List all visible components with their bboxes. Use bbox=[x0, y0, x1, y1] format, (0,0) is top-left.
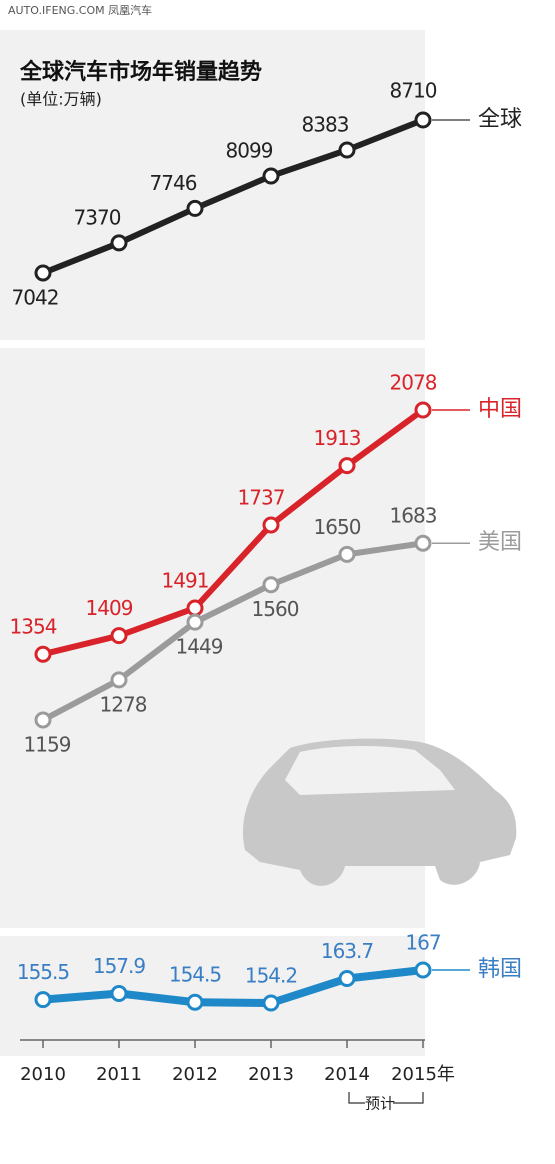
x-tick-label: 2013 bbox=[248, 1064, 294, 1085]
data-label: 1491 bbox=[162, 569, 209, 593]
series-line bbox=[42, 407, 425, 658]
data-label: 1159 bbox=[24, 733, 71, 757]
data-label: 1354 bbox=[10, 615, 57, 639]
source: AUTO.IFENG.COM 凤凰汽车 bbox=[8, 3, 152, 17]
x-tick-label: 2010 bbox=[20, 1064, 66, 1085]
data-point bbox=[262, 167, 280, 185]
data-point bbox=[110, 627, 128, 645]
data-point bbox=[338, 545, 356, 563]
series-line bbox=[42, 966, 424, 1007]
data-point bbox=[338, 970, 356, 988]
data-point bbox=[262, 516, 280, 534]
data-label: 163.7 bbox=[321, 939, 374, 963]
data-label: 1278 bbox=[100, 692, 147, 716]
legend-label: 韩国 bbox=[478, 957, 522, 982]
data-label: 1560 bbox=[252, 597, 299, 621]
x-tick-label: 2012 bbox=[172, 1064, 218, 1085]
data-point bbox=[186, 199, 204, 217]
data-point bbox=[414, 961, 432, 979]
data-label: 1650 bbox=[314, 515, 361, 539]
data-point bbox=[338, 141, 356, 159]
data-point bbox=[262, 994, 280, 1012]
data-point bbox=[110, 671, 128, 689]
data-label: 1683 bbox=[390, 504, 437, 528]
chart-subtitle: (单位:万辆) bbox=[20, 90, 102, 109]
series-line bbox=[41, 540, 424, 723]
data-point bbox=[34, 264, 52, 282]
data-point bbox=[414, 534, 432, 552]
data-label: 8710 bbox=[390, 79, 437, 103]
data-label: 8383 bbox=[302, 112, 349, 136]
data-label: 2078 bbox=[390, 371, 437, 395]
data-point bbox=[110, 984, 128, 1002]
data-label: 1737 bbox=[238, 486, 285, 510]
data-label: 7042 bbox=[12, 286, 59, 310]
data-label: 155.5 bbox=[17, 960, 69, 984]
data-label: 1449 bbox=[176, 635, 223, 659]
x-tick-label: 2015年 bbox=[391, 1064, 455, 1085]
data-label: 7370 bbox=[74, 205, 121, 229]
data-label: 7746 bbox=[150, 171, 197, 195]
x-tick-label: 2014 bbox=[324, 1064, 370, 1085]
data-point bbox=[414, 401, 432, 419]
forecast-bracket bbox=[348, 1092, 424, 1104]
car-window bbox=[285, 746, 455, 795]
data-label: 157.9 bbox=[93, 954, 146, 978]
data-point bbox=[414, 111, 432, 129]
annotation: 预计 bbox=[365, 1095, 395, 1113]
data-label: 1409 bbox=[86, 596, 133, 620]
data-point bbox=[186, 613, 204, 631]
data-label: 154.5 bbox=[169, 963, 221, 987]
data-label: 154.2 bbox=[245, 964, 297, 988]
data-label: 8099 bbox=[226, 139, 273, 163]
chart-title: 全球汽车市场年销量趋势 bbox=[19, 59, 262, 85]
data-point bbox=[34, 991, 52, 1009]
legend-label: 中国 bbox=[478, 397, 522, 422]
data-point bbox=[34, 645, 52, 663]
data-label: 1913 bbox=[314, 426, 361, 450]
data-label: 167 bbox=[405, 931, 440, 955]
panel bbox=[0, 30, 425, 340]
data-point bbox=[186, 993, 204, 1011]
legend-label: 美国 bbox=[478, 530, 522, 555]
data-point bbox=[186, 599, 204, 617]
data-point bbox=[110, 234, 128, 252]
data-point bbox=[34, 711, 52, 729]
legend-label: 全球 bbox=[478, 107, 522, 132]
data-point bbox=[262, 576, 280, 594]
x-tick-label: 2011 bbox=[96, 1064, 142, 1085]
data-point bbox=[338, 457, 356, 475]
series-line bbox=[41, 117, 425, 276]
